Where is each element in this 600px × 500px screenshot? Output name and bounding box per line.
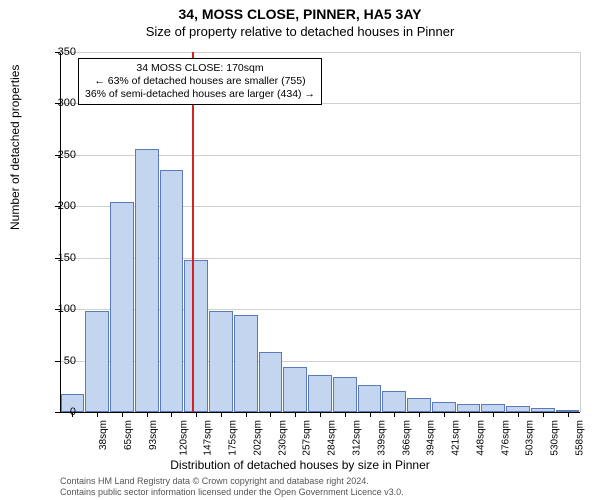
- histogram-bar: [481, 404, 505, 412]
- y-tick-label: 150: [58, 252, 76, 264]
- y-tick-label: 100: [58, 303, 76, 315]
- annotation-line1: 34 MOSS CLOSE: 170sqm: [85, 62, 315, 75]
- right-spine: [580, 52, 581, 412]
- x-tick-label: 558sqm: [574, 420, 585, 456]
- x-tick-label: 65sqm: [123, 420, 134, 450]
- x-tick-label: 530sqm: [550, 420, 561, 456]
- chart-title-sub: Size of property relative to detached ho…: [0, 24, 600, 39]
- histogram-bar: [333, 377, 357, 412]
- histogram-bar: [209, 311, 233, 412]
- histogram-bar: [308, 375, 332, 412]
- x-tick-label: 312sqm: [352, 420, 363, 456]
- x-axis-label: Distribution of detached houses by size …: [0, 458, 600, 472]
- y-tick-label: 200: [58, 200, 76, 212]
- attribution-line1: Contains HM Land Registry data © Crown c…: [60, 476, 404, 487]
- y-tick-label: 0: [70, 406, 76, 418]
- x-tick-label: 38sqm: [98, 420, 109, 450]
- y-tick-label: 250: [58, 149, 76, 161]
- histogram-bar: [407, 398, 431, 412]
- y-tick-label: 350: [58, 46, 76, 58]
- annotation-line2: ← 63% of detached houses are smaller (75…: [85, 75, 315, 88]
- x-tick-label: 93sqm: [148, 420, 159, 450]
- x-tick-label: 257sqm: [302, 420, 313, 456]
- annotation-line3: 36% of semi-detached houses are larger (…: [85, 88, 315, 101]
- x-tick-label: 503sqm: [525, 420, 536, 456]
- x-tick-label: 175sqm: [228, 420, 239, 456]
- x-tick-label: 339sqm: [376, 420, 387, 456]
- x-tick-label: 366sqm: [401, 420, 412, 456]
- y-tick-label: 300: [58, 97, 76, 109]
- reference-line: [192, 52, 194, 412]
- x-tick-label: 120sqm: [178, 420, 189, 456]
- x-tick-label: 147sqm: [203, 420, 214, 456]
- histogram-bar: [283, 367, 307, 412]
- x-tick-label: 421sqm: [451, 420, 462, 456]
- chart-container: 34, MOSS CLOSE, PINNER, HA5 3AY Size of …: [0, 0, 600, 500]
- histogram-bar: [432, 402, 456, 412]
- histogram-bar: [358, 385, 382, 412]
- histogram-bar: [160, 170, 184, 412]
- attribution-line2: Contains public sector information licen…: [60, 487, 404, 498]
- x-tick-label: 448sqm: [475, 420, 486, 456]
- histogram-bar: [85, 311, 109, 412]
- y-tick-label: 50: [64, 355, 76, 367]
- plot-area: 34 MOSS CLOSE: 170sqm← 63% of detached h…: [60, 52, 580, 412]
- attribution-text: Contains HM Land Registry data © Crown c…: [60, 476, 404, 498]
- annotation-box: 34 MOSS CLOSE: 170sqm← 63% of detached h…: [78, 58, 322, 105]
- histogram-bar: [110, 202, 134, 412]
- top-spine: [60, 52, 580, 53]
- histogram-bar: [382, 391, 406, 412]
- histogram-bar: [259, 352, 283, 412]
- y-axis-label: Number of detached properties: [8, 65, 22, 230]
- x-tick-label: 284sqm: [327, 420, 338, 456]
- histogram-bar: [135, 149, 159, 412]
- chart-title-main: 34, MOSS CLOSE, PINNER, HA5 3AY: [0, 0, 600, 22]
- histogram-bar: [184, 260, 208, 412]
- histogram-bar: [457, 404, 481, 412]
- x-tick-label: 230sqm: [277, 420, 288, 456]
- x-axis-line: [60, 412, 580, 413]
- x-tick-label: 394sqm: [426, 420, 437, 456]
- histogram-bar: [234, 315, 258, 412]
- x-tick-label: 476sqm: [500, 420, 511, 456]
- x-tick-label: 202sqm: [253, 420, 264, 456]
